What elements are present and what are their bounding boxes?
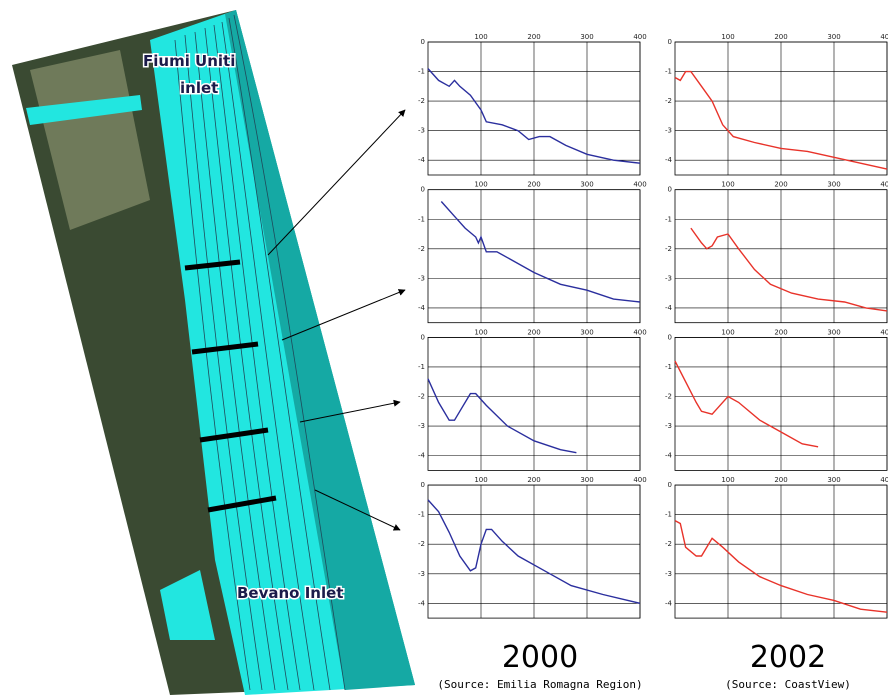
profile-chart: 100 200 300 400 0 -1 -2 -3 -4 [418,33,647,175]
x-tick-label: 200 [527,33,540,41]
map-label: Bevano Inlet [237,584,343,602]
x-tick-label: 200 [527,181,540,189]
x-tick-label: 200 [774,476,787,484]
x-tick-label: 300 [827,33,840,41]
y-tick-label: 0 [421,186,425,194]
y-tick-label: -2 [418,245,425,253]
column-source: (Source: CoastView) [725,678,851,691]
y-tick-label: 0 [421,481,425,489]
y-tick-label: -2 [418,540,425,548]
x-tick-label: 400 [880,181,888,189]
x-tick-label: 300 [580,328,593,336]
y-tick-label: -4 [418,156,426,164]
profile-chart: 100 200 300 400 0 -1 -2 -3 -4 [418,328,647,470]
x-tick-label: 400 [633,328,646,336]
y-tick-label: -3 [665,127,672,135]
map-label: Fiumi Uniti [143,52,235,70]
y-tick-label: -1 [418,511,425,519]
x-tick-label: 400 [633,33,646,41]
y-tick-label: -3 [665,422,672,430]
figure: Fiumi Uniti inlet Bevano Inlet 2000 (Sou… [0,0,888,699]
x-tick-label: 200 [774,181,787,189]
y-tick-label: -1 [418,68,425,76]
y-tick-label: -3 [665,570,672,578]
y-tick-label: -1 [418,215,425,223]
x-tick-label: 400 [633,476,646,484]
x-tick-label: 400 [880,476,888,484]
y-tick-label: -2 [418,393,425,401]
y-tick-label: -2 [665,540,672,548]
y-tick-label: -4 [665,599,673,607]
y-tick-label: -4 [665,304,673,312]
y-tick-label: -1 [665,68,672,76]
y-tick-label: -3 [418,127,425,135]
y-tick-label: -3 [418,570,425,578]
y-tick-label: -4 [418,304,426,312]
y-tick-label: 0 [668,186,672,194]
y-tick-label: -3 [418,422,425,430]
map-label: inlet [180,79,218,97]
x-tick-label: 300 [827,476,840,484]
x-tick-label: 100 [474,476,487,484]
y-tick-label: 0 [668,481,672,489]
y-tick-label: 0 [668,333,672,341]
y-tick-label: -1 [418,363,425,371]
column-year: 2000 [502,640,578,675]
map: Fiumi Uniti inlet Bevano Inlet [12,10,415,695]
x-tick-label: 200 [774,33,787,41]
x-tick-label: 200 [527,328,540,336]
y-tick-label: 0 [421,38,425,46]
column-source: (Source: Emilia Romagna Region) [437,678,642,691]
y-tick-label: -1 [665,511,672,519]
x-tick-label: 100 [721,181,734,189]
y-tick-label: -2 [665,97,672,105]
y-tick-label: -4 [665,452,673,460]
x-tick-label: 100 [721,476,734,484]
profile-chart: 100 200 300 400 0 -1 -2 -3 -4 [665,181,888,323]
x-tick-label: 300 [580,33,593,41]
profile-chart: 100 200 300 400 0 -1 -2 -3 -4 [665,33,888,175]
profile-chart: 100 200 300 400 0 -1 -2 -3 -4 [418,476,647,618]
profile-chart: 100 200 300 400 0 -1 -2 -3 -4 [665,328,888,470]
x-tick-label: 100 [721,328,734,336]
x-tick-label: 100 [721,33,734,41]
y-tick-label: -1 [665,215,672,223]
column-year: 2002 [750,640,826,675]
x-tick-label: 300 [580,476,593,484]
y-tick-label: 0 [668,38,672,46]
x-tick-label: 400 [633,181,646,189]
y-tick-label: -1 [665,363,672,371]
y-tick-label: -4 [418,599,426,607]
x-tick-label: 300 [580,181,593,189]
y-tick-label: -4 [418,452,426,460]
x-tick-label: 400 [880,328,888,336]
x-tick-label: 100 [474,33,487,41]
x-tick-label: 400 [880,33,888,41]
x-tick-label: 200 [527,476,540,484]
y-tick-label: -2 [665,393,672,401]
x-tick-label: 300 [827,328,840,336]
x-tick-label: 100 [474,328,487,336]
y-tick-label: -2 [665,245,672,253]
y-tick-label: -2 [418,97,425,105]
y-tick-label: -3 [665,274,672,282]
profile-chart: 100 200 300 400 0 -1 -2 -3 -4 [418,181,647,323]
y-tick-label: 0 [421,333,425,341]
profile-chart: 100 200 300 400 0 -1 -2 -3 -4 [665,476,888,618]
x-tick-label: 200 [774,328,787,336]
y-tick-label: -3 [418,274,425,282]
x-tick-label: 300 [827,181,840,189]
x-tick-label: 100 [474,181,487,189]
y-tick-label: -4 [665,156,673,164]
